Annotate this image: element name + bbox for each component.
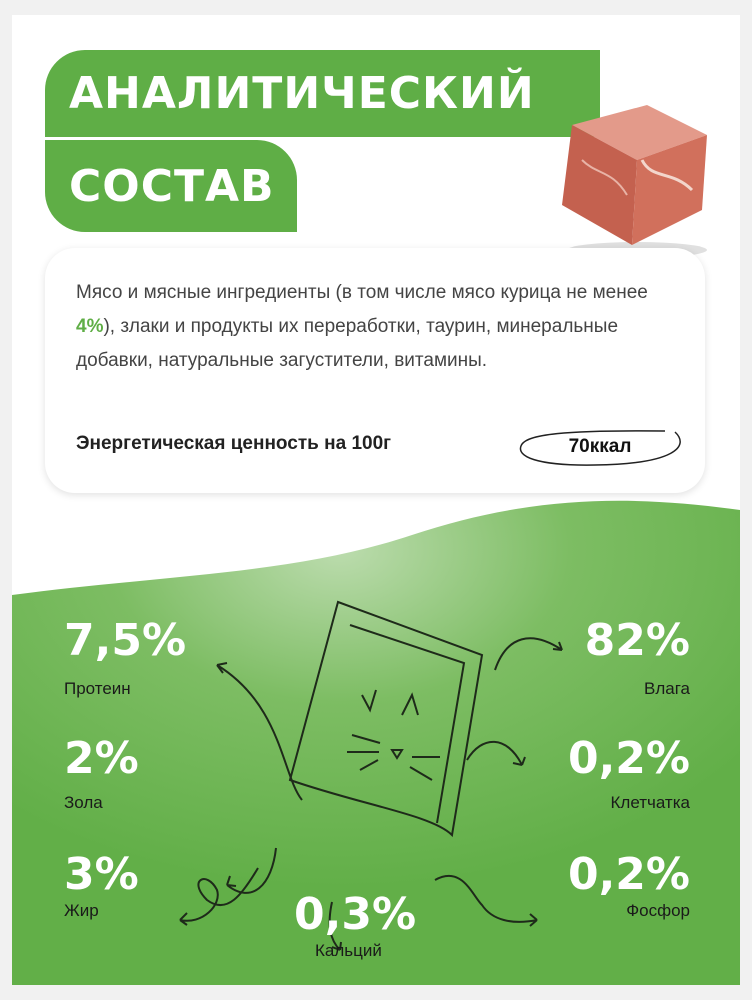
title-line-2: СОСТАВ xyxy=(45,140,297,232)
energy-value: 70ккал xyxy=(568,436,632,457)
energy-label: Энергетическая ценность на 100г xyxy=(76,433,392,454)
calcium-value: 0,3% xyxy=(294,889,417,940)
protein-label: Протеин xyxy=(64,679,131,698)
ash-label: Зола xyxy=(64,793,103,812)
hand-drawn-ellipse xyxy=(519,430,681,466)
arrows-icon xyxy=(179,637,563,951)
fat-label: Жир xyxy=(64,901,99,920)
infographic-card: АНАЛИТИЧЕСКИЙ СОСТАВ Мясо и мясные ингре… xyxy=(12,15,740,985)
ash-value: 2% xyxy=(64,733,139,784)
pouch-and-arrows-illustration xyxy=(179,600,563,951)
energy-value-badge: 70ккал xyxy=(515,426,685,468)
calcium-label: Кальций xyxy=(315,941,382,960)
chicken-percent-highlight: 4% xyxy=(76,316,104,337)
moisture-label: Влага xyxy=(644,679,690,698)
composition-text-end: ), злаки и продукты их переработки, таур… xyxy=(76,316,619,371)
composition-card: Мясо и мясные ингредиенты (в том числе м… xyxy=(45,248,705,493)
fiber-label: Клетчатка xyxy=(610,793,691,812)
phosphorus-value: 0,2% xyxy=(567,849,690,900)
fiber-value: 0,2% xyxy=(567,733,690,784)
title-line-1: АНАЛИТИЧЕСКИЙ xyxy=(45,50,600,137)
phosphorus-label: Фосфор xyxy=(626,901,690,920)
protein-value: 7,5% xyxy=(64,615,187,666)
pouch-icon xyxy=(288,600,484,838)
moisture-value: 82% xyxy=(584,615,690,666)
composition-text: Мясо и мясные ингредиенты (в том числе м… xyxy=(76,276,686,378)
fat-value: 3% xyxy=(64,849,139,900)
composition-text-start: Мясо и мясные ингредиенты (в том числе м… xyxy=(76,282,648,303)
